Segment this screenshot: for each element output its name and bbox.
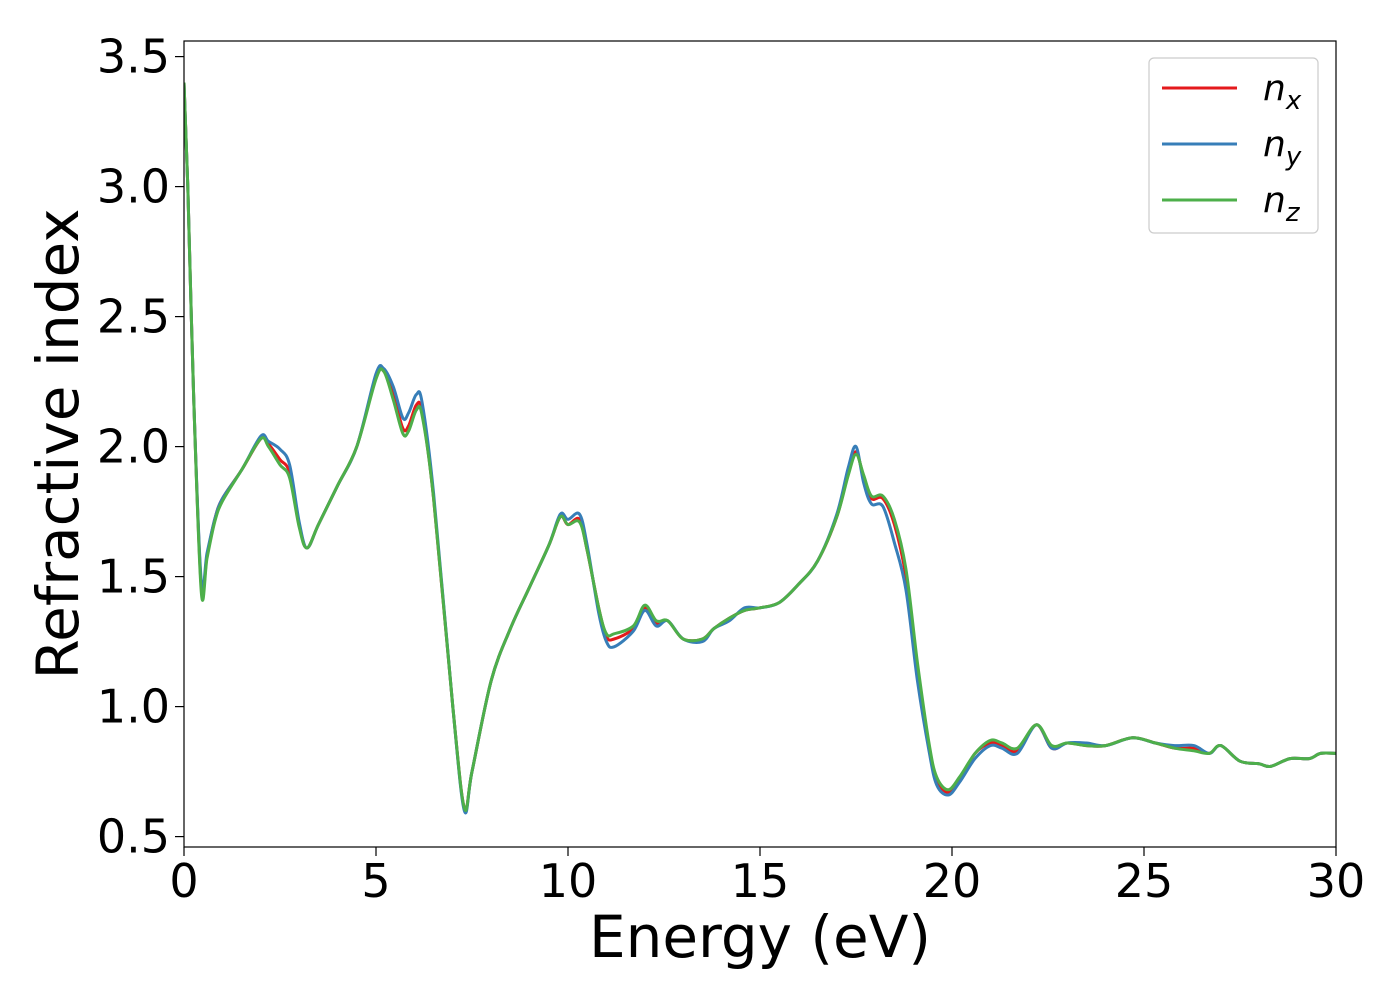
y-tick-label: 0.5 [97, 810, 170, 864]
x-tick-label: 10 [539, 854, 598, 908]
y-tick-label: 3.0 [97, 160, 170, 214]
y-tick-label: 3.5 [97, 30, 170, 84]
x-tick-label: 20 [923, 854, 982, 908]
legend-label-nx: nx [1263, 68, 1302, 116]
y-tick-label: 1.5 [97, 550, 170, 604]
x-tick-label: 5 [361, 854, 390, 908]
y-axis-title: Refractive index [24, 208, 92, 679]
x-tick-label: 25 [1115, 854, 1174, 908]
legend-label-nz: nz [1263, 180, 1301, 228]
x-axis: 0 5 10 15 20 25 30 [169, 847, 1365, 908]
x-tick-label: 15 [731, 854, 790, 908]
x-tick-label: 0 [169, 854, 198, 908]
x-tick-label: 30 [1307, 854, 1366, 908]
y-axis: 0.5 1.0 1.5 2.0 2.5 3.0 3.5 [97, 30, 184, 864]
legend-label-ny: ny [1263, 124, 1302, 172]
y-tick-label: 2.5 [97, 290, 170, 344]
series-line-nz [184, 82, 1336, 812]
x-axis-title: Energy (eV) [589, 903, 931, 971]
y-tick-label: 2.0 [97, 420, 170, 474]
y-tick-label: 1.0 [97, 680, 170, 734]
plot-lines [184, 82, 1336, 815]
legend: nx ny nz [1148, 57, 1319, 234]
